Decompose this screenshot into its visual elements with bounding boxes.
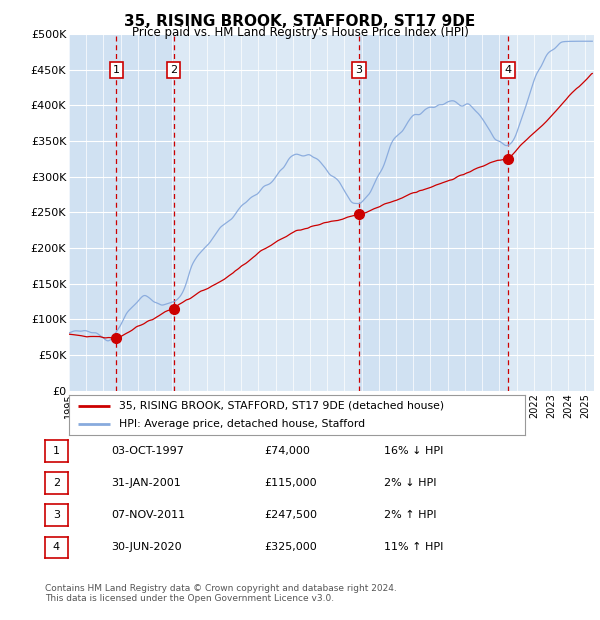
Bar (69, 34, 116, 391)
Text: 3: 3 (356, 64, 362, 75)
Text: 2: 2 (53, 478, 60, 488)
Text: 35, RISING BROOK, STAFFORD, ST17 9DE (detached house): 35, RISING BROOK, STAFFORD, ST17 9DE (de… (119, 401, 444, 411)
Text: Price paid vs. HM Land Registry's House Price Index (HPI): Price paid vs. HM Land Registry's House … (131, 26, 469, 39)
Text: 31-JAN-2001: 31-JAN-2001 (111, 478, 181, 488)
Text: 2% ↑ HPI: 2% ↑ HPI (384, 510, 437, 520)
Text: Contains HM Land Registry data © Crown copyright and database right 2024.
This d: Contains HM Land Registry data © Crown c… (45, 584, 397, 603)
Text: 35, RISING BROOK, STAFFORD, ST17 9DE: 35, RISING BROOK, STAFFORD, ST17 9DE (124, 14, 476, 29)
Text: 03-OCT-1997: 03-OCT-1997 (111, 446, 184, 456)
Text: 3: 3 (53, 510, 60, 520)
Text: 4: 4 (53, 542, 60, 552)
Text: £74,000: £74,000 (264, 446, 310, 456)
Text: 2: 2 (170, 64, 177, 75)
Bar (116, 34, 173, 391)
Text: 1: 1 (113, 64, 120, 75)
Text: 30-JUN-2020: 30-JUN-2020 (111, 542, 182, 552)
Text: 07-NOV-2011: 07-NOV-2011 (111, 510, 185, 520)
Text: £325,000: £325,000 (264, 542, 317, 552)
Text: 2% ↓ HPI: 2% ↓ HPI (384, 478, 437, 488)
Text: HPI: Average price, detached house, Stafford: HPI: Average price, detached house, Staf… (119, 419, 365, 430)
Text: £247,500: £247,500 (264, 510, 317, 520)
Text: 4: 4 (505, 64, 511, 75)
Text: 11% ↑ HPI: 11% ↑ HPI (384, 542, 443, 552)
Text: £115,000: £115,000 (264, 478, 317, 488)
Text: 16% ↓ HPI: 16% ↓ HPI (384, 446, 443, 456)
Text: 1: 1 (53, 446, 60, 456)
Bar (359, 34, 508, 391)
